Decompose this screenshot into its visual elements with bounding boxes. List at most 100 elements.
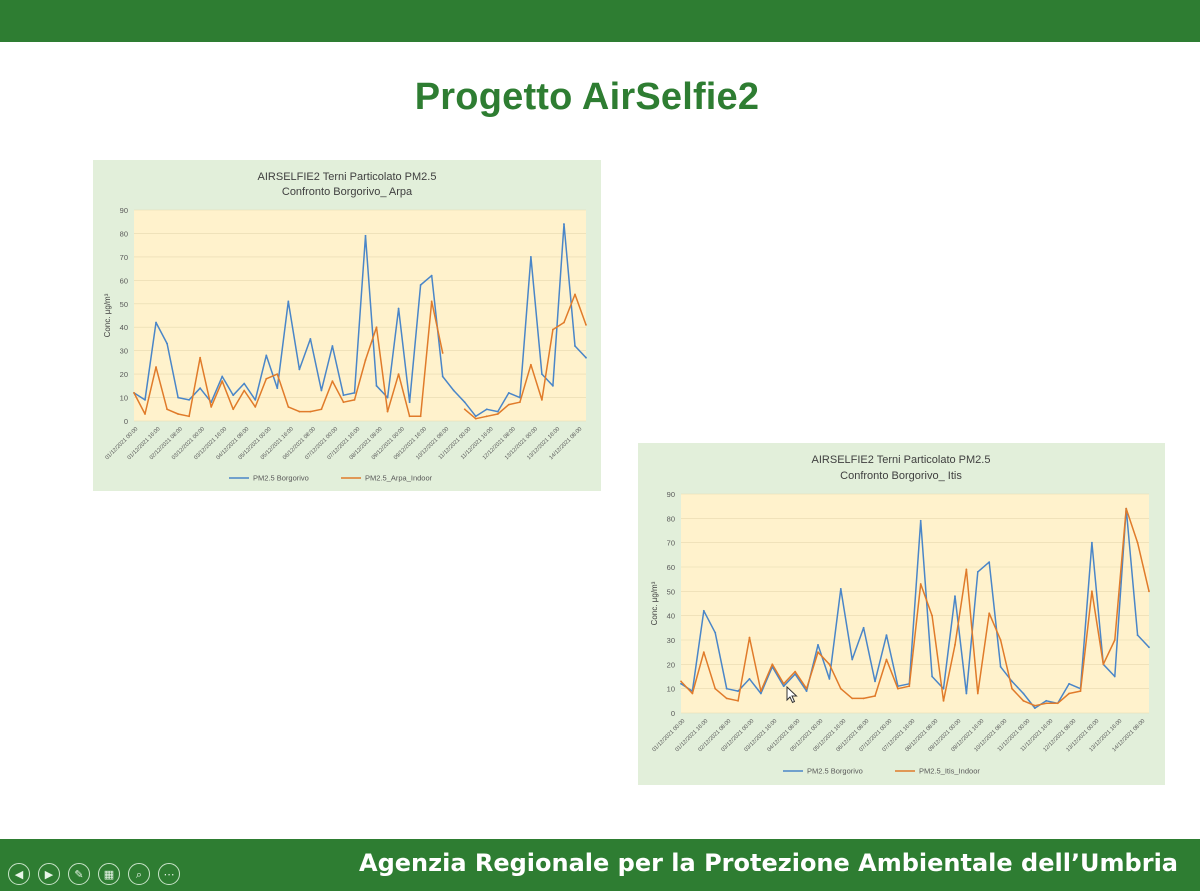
data-point: [1079, 690, 1082, 692]
data-point: [518, 396, 521, 399]
next-icon[interactable]: ▶: [38, 863, 60, 885]
slides-icon[interactable]: ▦: [98, 863, 120, 885]
legend-label: PM2.5 Borgorivo: [807, 767, 863, 776]
legend-label: PM2.5 Borgorivo: [253, 474, 309, 483]
data-point: [760, 690, 762, 692]
series-line: [680, 507, 1150, 709]
data-point: [794, 670, 797, 673]
data-point: [507, 403, 510, 406]
data-point: [942, 699, 945, 702]
y-tick-label: 10: [120, 394, 128, 403]
data-point: [942, 687, 945, 690]
data-point: [144, 399, 146, 401]
data-point: [828, 678, 831, 680]
data-point: [397, 307, 400, 310]
data-point: [232, 394, 235, 397]
data-point: [552, 328, 554, 331]
data-point: [885, 634, 888, 637]
data-point: [507, 391, 510, 394]
data-point: [177, 413, 179, 415]
data-point: [419, 415, 422, 418]
data-point: [1148, 590, 1150, 593]
prev-icon[interactable]: ◀: [8, 863, 30, 885]
y-tick-label: 0: [124, 417, 128, 426]
slideshow-controls: ◀ ▶ ✎ ▦ ⌕ ⋯: [8, 863, 180, 885]
data-point: [541, 399, 543, 401]
y-tick-label: 60: [667, 563, 675, 572]
data-point: [1136, 634, 1139, 637]
y-tick-label: 10: [667, 685, 675, 694]
data-point: [691, 692, 694, 695]
data-point: [1113, 675, 1116, 678]
y-tick-label: 50: [667, 587, 675, 596]
data-point: [430, 274, 433, 277]
data-point: [839, 588, 842, 590]
data-point: [529, 255, 532, 258]
data-point: [839, 687, 842, 690]
footer-agency-name: Agenzia Regionale per la Protezione Ambi…: [359, 849, 1178, 877]
data-point: [430, 300, 433, 303]
data-point: [771, 663, 774, 666]
data-point: [828, 663, 831, 666]
data-point: [452, 389, 455, 392]
chart-svg-2: AIRSELFIE2 Terni Particolato PM2.5 Confro…: [650, 454, 1150, 776]
data-point: [133, 391, 135, 394]
data-point: [419, 284, 422, 286]
data-point: [265, 354, 268, 357]
data-point: [988, 561, 991, 564]
data-point: [155, 366, 157, 368]
data-point: [496, 413, 499, 415]
data-point: [999, 639, 1002, 641]
data-point: [851, 658, 854, 661]
y-tick-label: 20: [667, 660, 675, 669]
data-point: [1113, 639, 1116, 641]
data-point: [748, 636, 751, 639]
chart-title: AIRSELFIE2 Terni Particolato PM2.5: [258, 171, 437, 183]
data-point: [585, 356, 587, 359]
data-point: [563, 321, 565, 324]
data-point: [463, 401, 466, 404]
more-icon[interactable]: ⋯: [158, 863, 180, 885]
data-point: [552, 384, 554, 387]
data-point: [737, 699, 739, 702]
data-point: [386, 396, 389, 399]
data-point: [1033, 704, 1036, 707]
y-tick-label: 80: [120, 229, 128, 238]
y-axis-label: Conc. µg/m³: [103, 293, 112, 337]
chart-subtitle: Confronto Borgorivo_ Itis: [840, 470, 962, 482]
data-point: [874, 695, 876, 697]
pen-icon[interactable]: ✎: [68, 863, 90, 885]
data-point: [320, 389, 323, 392]
data-point: [1045, 699, 1048, 702]
legend-label: PM2.5_Arpa_Indoor: [365, 474, 433, 483]
data-point: [309, 410, 312, 413]
y-tick-label: 70: [120, 253, 128, 262]
y-tick-label: 60: [120, 276, 128, 285]
top-band: [0, 0, 1200, 42]
data-point: [817, 643, 819, 646]
data-point: [999, 665, 1002, 668]
slide-title: Progetto AirSelfie2: [414, 76, 760, 118]
data-point: [851, 697, 854, 700]
data-point: [199, 387, 202, 390]
data-point: [1011, 680, 1013, 683]
legend-label: PM2.5_Itis_Indoor: [919, 767, 980, 776]
data-point: [680, 682, 682, 685]
y-axis-label: Conc. µg/m³: [650, 581, 659, 625]
series-indoor: [133, 293, 587, 420]
data-point: [725, 687, 728, 690]
data-point: [375, 326, 378, 329]
zoom-icon[interactable]: ⌕: [128, 863, 150, 885]
y-tick-label: 0: [671, 709, 675, 718]
data-point: [441, 352, 444, 354]
chart-title: AIRSELFIE2 Terni Particolato PM2.5: [812, 454, 991, 466]
data-point: [965, 568, 968, 571]
data-point: [408, 401, 411, 404]
data-point: [342, 401, 345, 404]
data-point: [1091, 590, 1093, 593]
data-point: [1102, 663, 1105, 666]
data-point: [254, 399, 257, 401]
data-point: [862, 697, 865, 700]
y-tick-label: 40: [667, 612, 675, 621]
y-tick-label: 30: [667, 636, 675, 645]
